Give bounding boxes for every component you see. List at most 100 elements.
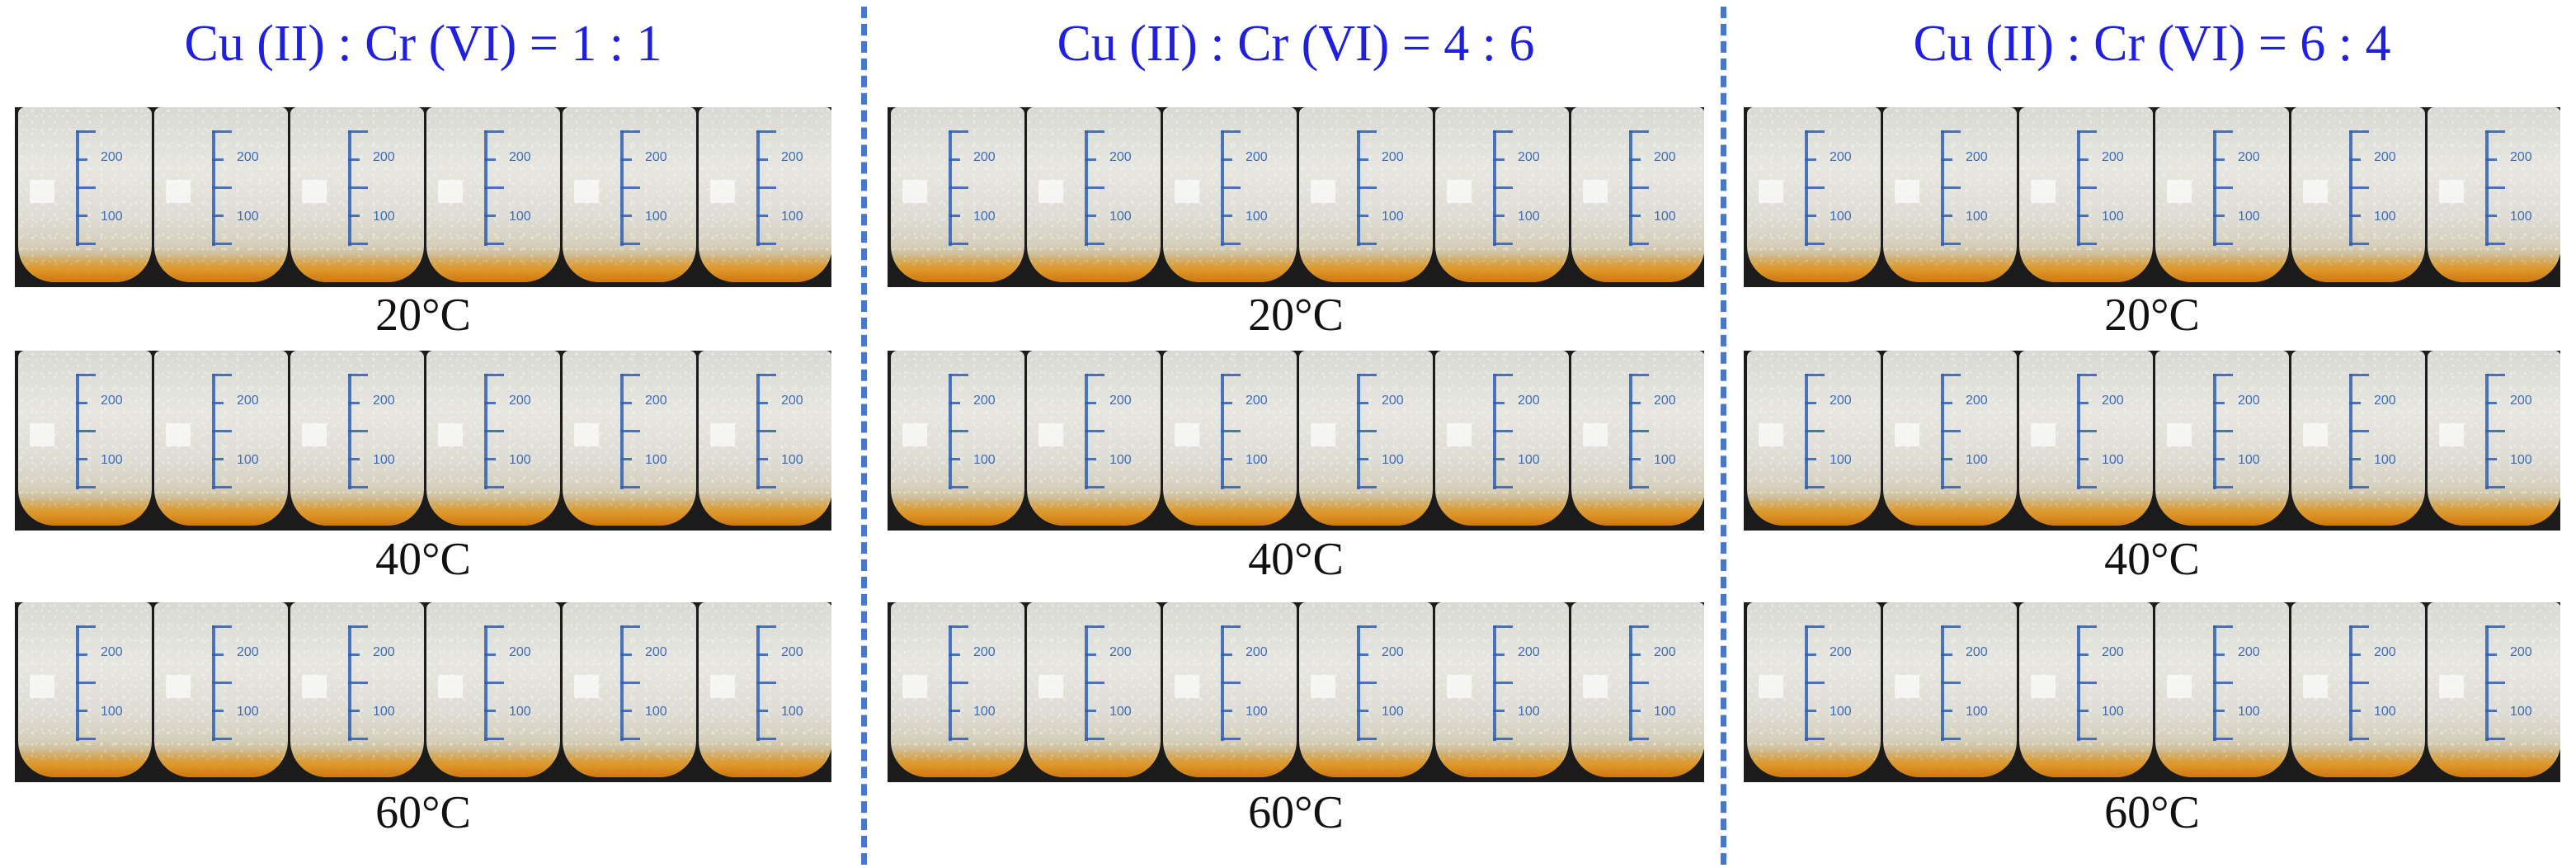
graduation-number: 200 [645, 150, 667, 164]
graduation-tick [2349, 430, 2369, 432]
flask-label-patch [166, 675, 191, 698]
graduation-number: 100 [1830, 705, 1852, 719]
graduation-tick [2485, 486, 2505, 488]
flask-photo-row-60c: 200 100 200 100 200 100 200 100 200 100 200 100 [15, 602, 831, 782]
panel-title: Cu (II) : Cr (VI) = 4 : 6 [1057, 16, 1535, 72]
flask: 200 100 [1883, 602, 2017, 777]
graduation-number: 200 [645, 394, 667, 408]
graduation-tick [1805, 130, 1825, 133]
graduation-tick [949, 458, 960, 460]
graduation-tick [2077, 243, 2097, 245]
graduation-tick [1629, 374, 1649, 376]
graduation-tick [620, 430, 640, 432]
flask: 200 100 [2428, 351, 2560, 526]
flask-photo-row-20c: 200 100 200 100 200 100 200 100 200 100 200 100 [888, 107, 1704, 287]
graduation-number: 200 [1518, 394, 1540, 408]
graduation-tick [348, 186, 368, 189]
graduation-number: 100 [781, 705, 803, 719]
flask-label-patch [302, 675, 327, 698]
yellow-precipitate [1571, 254, 1704, 282]
graduation-tick [1085, 374, 1104, 376]
graduation-tick [620, 625, 640, 628]
flask-label-patch [1583, 675, 1608, 698]
graduation-number: 200 [2102, 150, 2124, 164]
graduation-tick [949, 486, 968, 488]
graduation-tick [1805, 243, 1825, 245]
graduation-tick [620, 243, 640, 245]
graduation-number: 200 [509, 394, 531, 408]
flask-label-patch [166, 423, 191, 446]
graduation-tick [2485, 402, 2497, 404]
temperature-label-60c: 60°C [375, 787, 471, 838]
graduation-number: 100 [373, 453, 395, 467]
graduation-tick [76, 625, 96, 628]
graduation-tick [1805, 625, 1825, 628]
graduation-tick [2213, 430, 2233, 432]
graduation-tick [1085, 738, 1104, 740]
temperature-label-20c: 20°C [2104, 290, 2200, 341]
panel-ratio-6-4: Cu (II) : Cr (VI) = 6 : 4 200 100 200 100 20… [1744, 0, 2560, 868]
graduation-tick [949, 738, 968, 740]
graduation-tick [949, 215, 960, 217]
graduation-tick [1493, 653, 1505, 656]
graduation-tick [348, 486, 368, 488]
graduation-tick [2485, 186, 2505, 189]
yellow-precipitate [426, 498, 560, 526]
flask-label-patch [574, 675, 599, 698]
graduation-number: 200 [509, 150, 531, 164]
graduation-tick [2213, 158, 2225, 161]
graduation-tick [1221, 653, 1232, 656]
graduation-tick [1629, 682, 1649, 684]
graduation-number: 100 [1830, 453, 1852, 467]
flask-label-patch [166, 180, 191, 203]
flask-label-patch [2167, 180, 2192, 203]
graduation-tick [620, 402, 632, 404]
graduation-tick [2077, 625, 2097, 628]
flask-label-patch [902, 423, 927, 446]
flask: 200 100 [2019, 351, 2153, 526]
graduation-number: 100 [1654, 210, 1676, 224]
graduation-tick [1629, 402, 1641, 404]
yellow-precipitate [1883, 254, 2017, 282]
graduation-number: 100 [2510, 705, 2532, 719]
graduation-tick [949, 653, 960, 656]
graduation-number: 200 [2374, 645, 2396, 659]
graduation-number: 100 [2510, 210, 2532, 224]
graduation-tick [484, 625, 504, 628]
graduation-tick [212, 710, 224, 712]
graduation-tick [348, 653, 360, 656]
graduation-number: 100 [373, 210, 395, 224]
graduation-tick [2213, 243, 2233, 245]
yellow-precipitate [699, 254, 831, 282]
flask-label-patch [1895, 675, 1919, 698]
graduation-tick [1085, 653, 1096, 656]
flask-label-patch [1311, 675, 1335, 698]
flask-label-patch [302, 423, 327, 446]
graduation-tick [484, 402, 496, 404]
flask-label-patch [1175, 675, 1199, 698]
graduation-tick [2485, 710, 2497, 712]
flask: 200 100 [1747, 602, 1881, 777]
graduation-tick [620, 738, 640, 740]
flask-photo-row-40c: 200 100 200 100 200 100 200 100 200 100 200 100 [888, 351, 1704, 531]
graduation-tick [1493, 130, 1513, 133]
flask: 200 100 [154, 602, 288, 777]
graduation-tick [348, 625, 368, 628]
graduation-tick [2485, 158, 2497, 161]
graduation-tick [1805, 653, 1816, 656]
graduation-tick [2485, 243, 2505, 245]
graduation-tick [1357, 186, 1377, 189]
graduation-tick [1221, 243, 1241, 245]
flask: 200 100 [1435, 602, 1569, 777]
graduation-tick [1493, 738, 1513, 740]
graduation-tick [1085, 682, 1104, 684]
graduation-number: 100 [2510, 453, 2532, 467]
graduation-tick [1085, 486, 1104, 488]
graduation-tick [76, 486, 96, 488]
graduation-number: 200 [781, 150, 803, 164]
yellow-precipitate [699, 498, 831, 526]
graduation-tick [1357, 625, 1377, 628]
graduation-tick [1085, 430, 1104, 432]
yellow-precipitate [1163, 498, 1297, 526]
flask: 200 100 [426, 107, 560, 282]
